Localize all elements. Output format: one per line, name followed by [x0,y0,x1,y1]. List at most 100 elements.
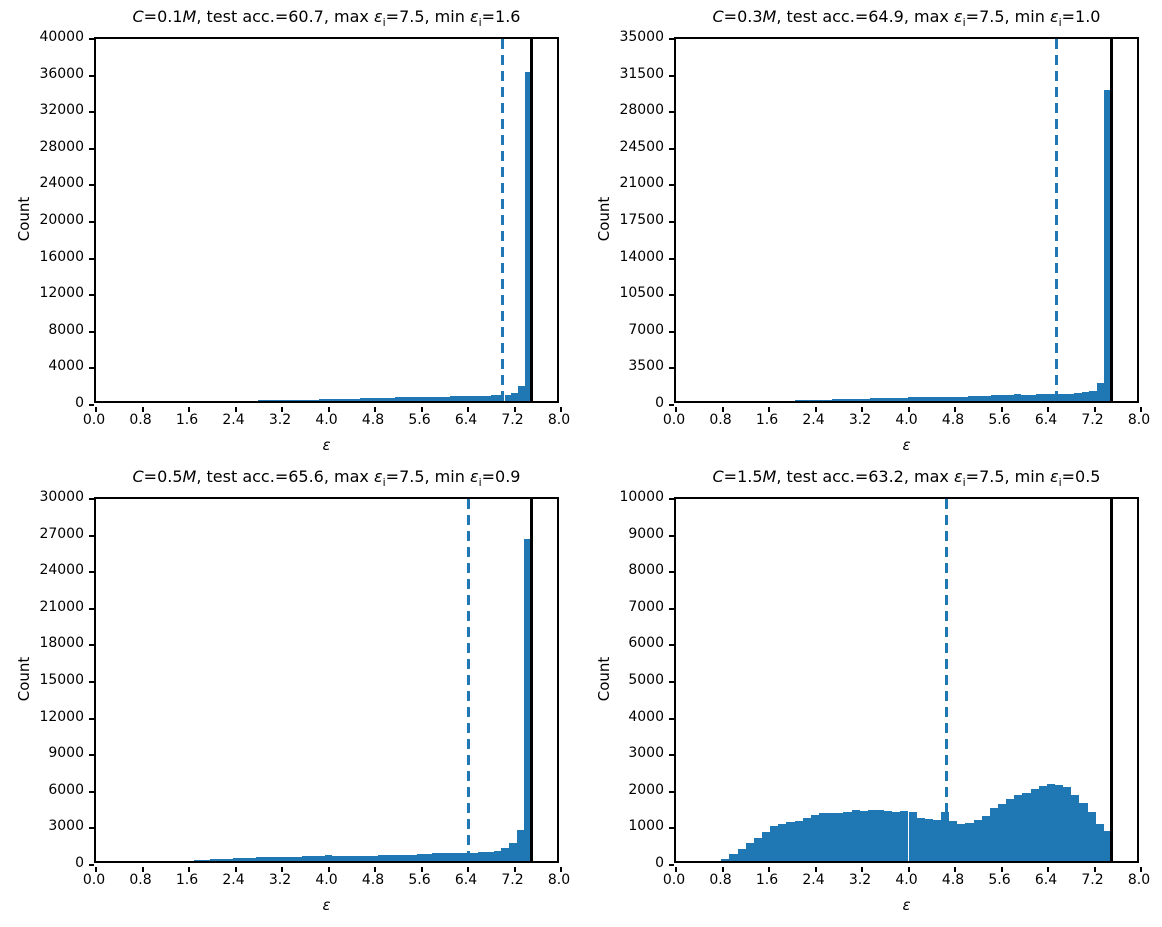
histogram-bar [264,400,272,401]
histogram-bar [455,853,463,861]
y-tick [89,827,94,830]
histogram-bar [975,396,984,401]
histogram-bar [832,399,840,401]
y-tick-label: 10500 [619,285,664,302]
x-tick [721,867,724,872]
histogram-bar [892,397,901,401]
histogram-bar [378,855,387,861]
histogram-bar [319,399,327,401]
x-tick [513,407,516,412]
histogram-bar [729,854,738,861]
y-tick-label: 0 [655,855,664,871]
y-tick-label: 6000 [628,635,664,652]
histogram-bar [1006,799,1015,861]
y-tick-label: 8000 [48,321,84,338]
histogram-bar [847,399,856,401]
dashed-threshold-line [944,499,948,861]
x-tick [281,407,283,412]
x-axis-label: ε [902,896,911,914]
axes [669,497,1142,872]
histogram-bar [1038,785,1047,861]
histogram-bar [875,810,885,861]
y-tick-label: 9000 [628,525,664,542]
histogram-bar [408,396,416,401]
y-tick [89,111,94,114]
histogram-bar [968,396,976,401]
y-tick [89,38,94,40]
histogram-bar [839,399,848,401]
histogram-bar [1095,824,1104,861]
x-tick-label: 0.8 [709,412,732,428]
x-tick-label: 7.2 [501,412,524,428]
histogram-bar [501,848,509,861]
x-tick-label: 8.0 [1127,872,1151,888]
x-tick [954,407,956,412]
x-tick-label: 7.2 [501,872,524,888]
histogram-bar [271,856,279,861]
x-tick-label: 0.0 [662,412,686,428]
x-tick-label: 5.6 [988,872,1011,888]
histogram-bar [945,396,954,401]
histogram-bar [524,538,532,861]
x-tick-label: 8.0 [547,872,571,888]
x-tick [467,407,469,412]
histogram-bar [285,400,292,401]
x-tick [768,407,770,412]
y-tick [669,571,674,574]
y-tick-label: 3500 [628,358,664,375]
y-tick-label: 3000 [48,818,84,835]
x-tick-label: 4.0 [895,412,918,428]
y-tick-label: 3000 [628,745,664,762]
histogram-bar [737,848,746,861]
histogram-bar [194,860,203,861]
histogram-bar [435,396,443,401]
y-tick-label: 2000 [628,781,664,798]
histogram-bar [477,395,484,401]
histogram-bar [370,855,379,861]
x-tick [814,867,817,872]
histogram-bar [508,843,517,861]
histogram-bar [1074,393,1082,401]
histogram-bar [753,837,762,861]
y-tick [89,257,94,260]
x-tick [1093,407,1096,412]
x-tick [1000,407,1003,412]
x-tick [374,407,376,412]
histogram-bar [900,811,909,861]
y-tick-label: 9000 [48,745,84,762]
histogram-bar [786,822,795,861]
x-tick [420,407,423,412]
histogram-bar [818,813,828,861]
histogram-bar [497,394,505,401]
histogram-bar [827,812,836,861]
histogram-bar [1089,390,1097,401]
histogram-bar [271,400,279,401]
x-tick [1093,867,1096,872]
x-tick-label: 6.4 [1034,872,1058,888]
histogram-bar [353,398,361,401]
subplot-title: C=0.5M, test acc.=65.6, max εi=7.5, min … [132,467,521,490]
y-tick [669,74,674,77]
x-axis-label: ε [902,436,911,454]
x-tick-label: 3.2 [848,412,872,428]
histogram-bar [511,392,519,401]
y-tick [669,827,674,830]
histogram-bar [1071,795,1080,861]
y-tick [669,111,674,114]
histogram-bar [416,854,425,861]
axes [669,37,1142,412]
histogram-bar [463,396,471,401]
histogram-bar [1014,795,1023,861]
y-tick-label: 36000 [39,65,84,82]
histogram-bar [1028,394,1037,401]
histogram-bar [907,397,916,401]
histogram-bar [291,400,299,401]
histogram-bar [1079,803,1088,861]
x-tick-label: 8.0 [547,412,571,428]
histogram-bar [301,856,310,861]
histogram-bar [415,396,423,401]
y-tick [669,404,674,406]
y-tick [89,644,94,647]
y-tick-label: 7000 [628,598,664,615]
